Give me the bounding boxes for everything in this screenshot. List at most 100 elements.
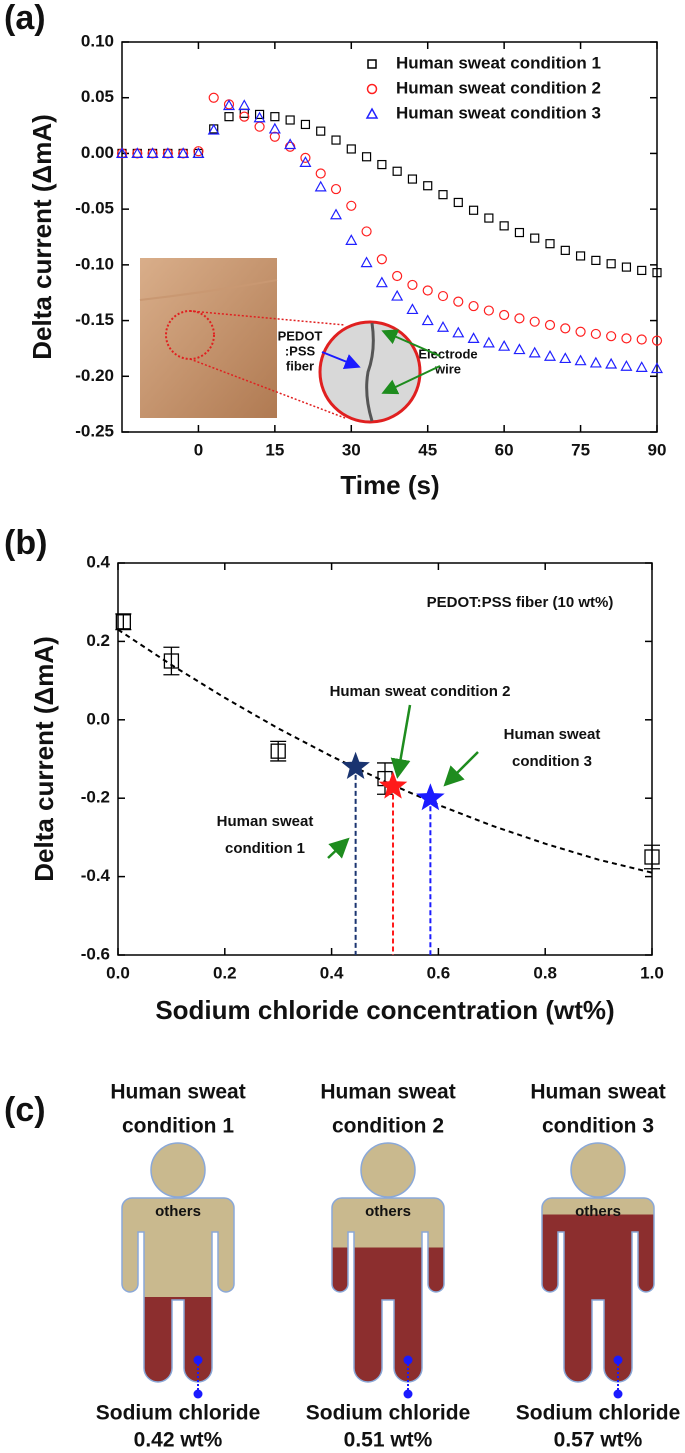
marker [651,335,663,346]
fiber [365,322,375,422]
fit-line [117,628,653,874]
figure-title: Human sweat [110,1081,245,1104]
star [378,771,408,799]
arrow [390,704,412,779]
marker [207,123,220,135]
marker [514,227,525,238]
figure-label: others [365,1203,411,1220]
marker [652,268,662,278]
marker [636,334,647,345]
body-outline [121,1197,235,1383]
y-tick-label: -0.10 [75,254,114,273]
legend-label: Human sweat condition 1 [396,53,601,72]
marker [314,180,327,192]
data-point [644,849,660,865]
inset-label: :PSS [285,343,316,358]
x-tick-label: 1.0 [640,963,664,982]
figure-title: Human sweat [530,1081,665,1104]
x-axis-label: Time (s) [340,470,439,500]
marker [483,305,494,316]
x-tick-label: 60 [495,440,514,459]
value-label: 0.51 wt% [344,1429,433,1452]
plot-frame [117,562,653,956]
marker [345,234,358,245]
error-bar [163,646,180,676]
y-tick-label: -0.20 [75,366,114,385]
x-tick-label: 0.6 [427,963,451,982]
figure-title: condition 2 [332,1115,444,1138]
panel-label: (b) [4,524,47,562]
marker [254,121,265,132]
body-outline [541,1197,655,1383]
marker [621,262,632,272]
marker [284,138,297,150]
marker [575,251,586,261]
marker [560,245,570,255]
inset-label: wire [434,361,461,376]
marker [514,313,525,324]
arrow [327,837,350,859]
x-tick-label: 45 [418,440,437,459]
marker [365,107,379,119]
marker [498,339,511,351]
panel-label: (c) [4,1091,46,1129]
y-tick-label: -0.05 [75,199,114,218]
marker [268,122,281,134]
star-label: condition 1 [225,840,305,857]
y-tick-label: 0.10 [81,31,114,50]
marker [391,289,404,301]
y-tick-label: 0.05 [81,87,114,106]
marker [559,352,572,364]
error-bar [644,844,660,870]
marker [530,233,540,243]
pointer-dot [403,1389,413,1399]
marker [637,265,647,276]
y-tick-label: -0.2 [81,788,110,807]
sodium-fill [332,1247,444,1382]
plot-frame [121,41,658,433]
caption: Sodium chloride [306,1402,471,1425]
marker [361,152,372,162]
star-label: Human sweat [217,813,314,830]
marker [436,321,450,332]
body [122,1198,234,1382]
marker [331,135,341,145]
figure-label: others [155,1203,201,1220]
y-tick-label: -0.4 [81,866,111,885]
marker [346,200,357,211]
x-tick-label: 0 [194,440,203,459]
marker [315,168,326,179]
marker [254,109,265,120]
value-label: 0.57 wt% [554,1429,643,1452]
marker [346,144,356,154]
marker [131,147,144,159]
marker [560,323,571,334]
zoom-line [189,310,346,326]
marker [543,349,557,361]
marker [606,331,617,342]
star [341,751,370,779]
pointer-dot [613,1389,623,1399]
legend-label: Human sweat condition 3 [396,103,601,122]
marker [300,152,311,163]
marker [422,285,433,296]
pointer-dot [403,1355,413,1365]
marker [224,112,234,122]
marker [589,356,602,368]
marker [375,276,388,288]
marker [360,256,373,268]
head [570,1142,626,1198]
figure-title: condition 3 [542,1115,654,1138]
marker [146,147,159,159]
figure-title: Human sweat [320,1081,455,1104]
marker [574,354,587,366]
marker [438,190,448,200]
marker [635,361,648,372]
skin-photo [140,258,277,418]
x-tick-label: 15 [265,440,284,459]
marker [606,259,616,269]
y-tick-label: 0.4 [86,552,110,571]
marker [285,141,296,152]
marker [366,83,378,95]
pointer-dot [193,1389,203,1399]
